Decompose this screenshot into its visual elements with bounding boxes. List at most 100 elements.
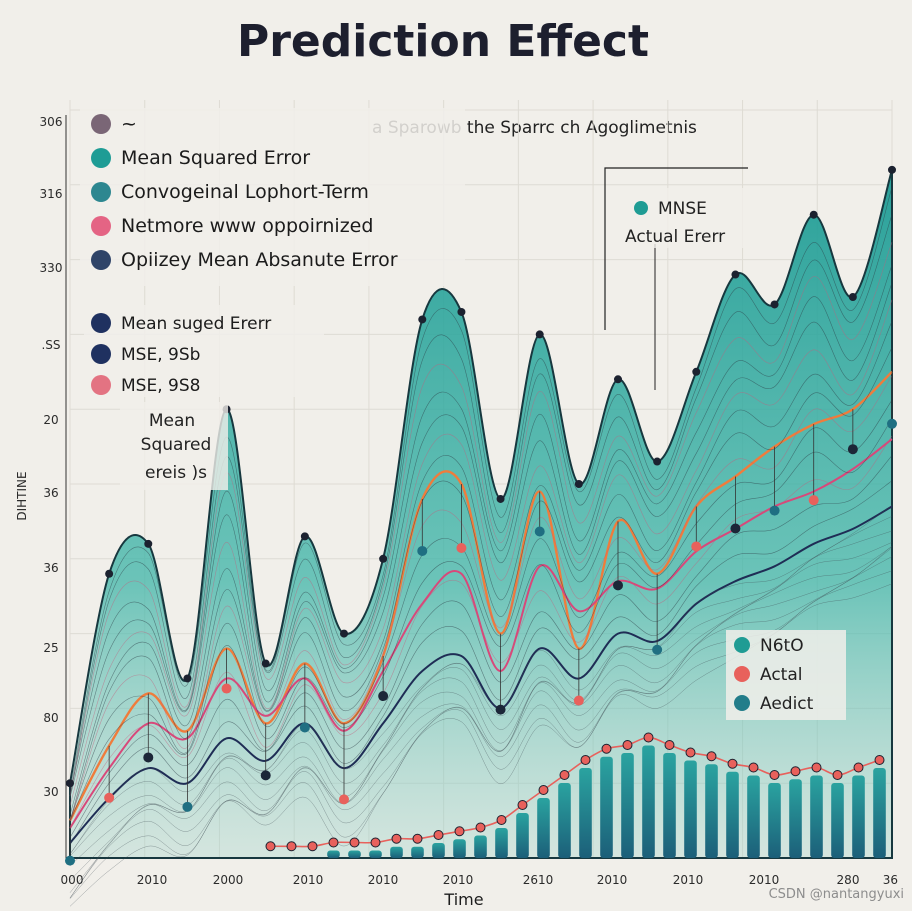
series-line-3 bbox=[69, 505, 893, 844]
legend-label: MSE, 9Sb bbox=[121, 345, 200, 365]
bar-trend-point bbox=[412, 833, 423, 844]
data-point bbox=[340, 629, 348, 638]
annotation-left: Mean Squared ereis )s bbox=[120, 402, 228, 490]
bar bbox=[411, 846, 424, 858]
legend-marker bbox=[91, 216, 111, 236]
bar bbox=[327, 850, 340, 858]
data-point bbox=[66, 779, 74, 788]
data-point bbox=[888, 165, 896, 174]
mesh-line bbox=[69, 418, 893, 822]
legend-label: Convogeinal Lophort-Term bbox=[121, 181, 369, 203]
data-point bbox=[770, 300, 779, 309]
y-tick-label: 80 bbox=[43, 711, 58, 725]
data-point bbox=[105, 569, 114, 578]
x-tick-label: 2010 bbox=[597, 873, 628, 887]
lollipop-point bbox=[65, 855, 75, 866]
mesh-line bbox=[69, 455, 893, 838]
data-point bbox=[496, 494, 505, 503]
lollipop-point bbox=[573, 695, 584, 706]
lollipop-point bbox=[730, 523, 741, 534]
lollipop-point bbox=[847, 444, 858, 455]
annotation-right-marker bbox=[634, 201, 648, 215]
legend-label: Actal bbox=[760, 665, 802, 685]
lollipop-point bbox=[534, 526, 545, 537]
mesh-line bbox=[69, 505, 893, 855]
bar bbox=[768, 783, 781, 858]
watermark: CSDN @nantangyuxi bbox=[769, 887, 904, 902]
data-point bbox=[848, 293, 857, 301]
bar-trend-point bbox=[811, 762, 822, 773]
y-tick-label: .SS bbox=[41, 338, 60, 352]
bar bbox=[789, 779, 802, 858]
x-tick-label: 2010 bbox=[368, 873, 399, 887]
bar-trend-point bbox=[643, 732, 654, 743]
lollipop-point bbox=[417, 545, 428, 556]
mesh-line bbox=[69, 480, 893, 846]
series-line-1 bbox=[68, 370, 893, 822]
bar-trend-point bbox=[580, 755, 591, 765]
x-axis-label: Time bbox=[443, 890, 483, 909]
legend-marker bbox=[91, 148, 111, 168]
lollipop-point bbox=[221, 683, 232, 694]
lollipop-point bbox=[182, 801, 193, 812]
legend-marker bbox=[91, 114, 111, 134]
bar-trend-point bbox=[496, 815, 507, 825]
bar bbox=[432, 843, 445, 858]
legend-label: Opiizey Mean Absanute Error bbox=[121, 249, 398, 271]
lollipop-point bbox=[613, 580, 623, 591]
y-tick-label: 30 bbox=[43, 785, 58, 799]
bar-trend-point bbox=[349, 837, 360, 848]
y-tick-label: 306 bbox=[40, 115, 63, 129]
legend-mid-backdrop bbox=[84, 305, 324, 397]
bar-trend-point bbox=[622, 740, 633, 750]
bar-trend-point bbox=[517, 800, 528, 810]
x-tick-label: 000 bbox=[61, 873, 84, 887]
bar bbox=[558, 783, 571, 858]
x-tick-label: 36 bbox=[883, 873, 898, 887]
legend-marker bbox=[91, 375, 111, 395]
x-tick-label: 2010 bbox=[443, 873, 474, 887]
bar-trend-point bbox=[433, 830, 444, 840]
annotation-right-leader bbox=[604, 167, 748, 330]
bar bbox=[831, 783, 844, 858]
x-tick-label: 2010 bbox=[293, 873, 324, 887]
legend-top: ~ Mean Squared Error Convogeinal Lophort-T… bbox=[80, 108, 465, 286]
bar-trend-point bbox=[265, 841, 276, 852]
y-tick-label: 20 bbox=[43, 413, 58, 427]
annotation-left-line-2: Squared bbox=[141, 435, 212, 455]
bar bbox=[516, 813, 529, 858]
x-tick-label: 280 bbox=[837, 873, 860, 887]
bar-trend-point bbox=[790, 766, 801, 777]
bar bbox=[579, 768, 592, 858]
lollipop-point bbox=[378, 691, 389, 702]
legend-marker bbox=[91, 344, 111, 364]
annotation-left-backdrop bbox=[120, 402, 228, 490]
y-tick-label: 36 bbox=[43, 486, 58, 500]
x-tick-label: 2010 bbox=[749, 873, 780, 887]
mesh-line bbox=[69, 516, 893, 854]
legend-label: MSE, 9S8 bbox=[121, 376, 200, 396]
bar bbox=[663, 753, 676, 858]
legend-marker bbox=[91, 250, 111, 270]
data-points bbox=[65, 165, 897, 866]
mesh-line bbox=[69, 264, 893, 795]
data-point bbox=[183, 674, 192, 683]
y-tick-label: 25 bbox=[43, 641, 58, 655]
bar-trend-point bbox=[601, 743, 612, 754]
data-point bbox=[379, 554, 388, 563]
x-tick-label: 2000 bbox=[213, 873, 244, 887]
mesh-line bbox=[69, 282, 893, 798]
bar-trend-point bbox=[853, 762, 864, 773]
bar-trend-point bbox=[538, 785, 549, 795]
bar bbox=[369, 850, 382, 858]
data-point bbox=[692, 367, 701, 376]
legend-marker bbox=[734, 637, 750, 653]
mesh-line bbox=[69, 435, 893, 829]
annotation-left-line-3: ereis )s bbox=[145, 463, 207, 483]
data-point bbox=[300, 532, 309, 541]
legend-label: Aedict bbox=[760, 694, 814, 714]
y-tick-label: 330 bbox=[40, 261, 63, 275]
legend-label: Netmore www oppoirnized bbox=[121, 215, 373, 237]
data-point bbox=[809, 210, 818, 219]
